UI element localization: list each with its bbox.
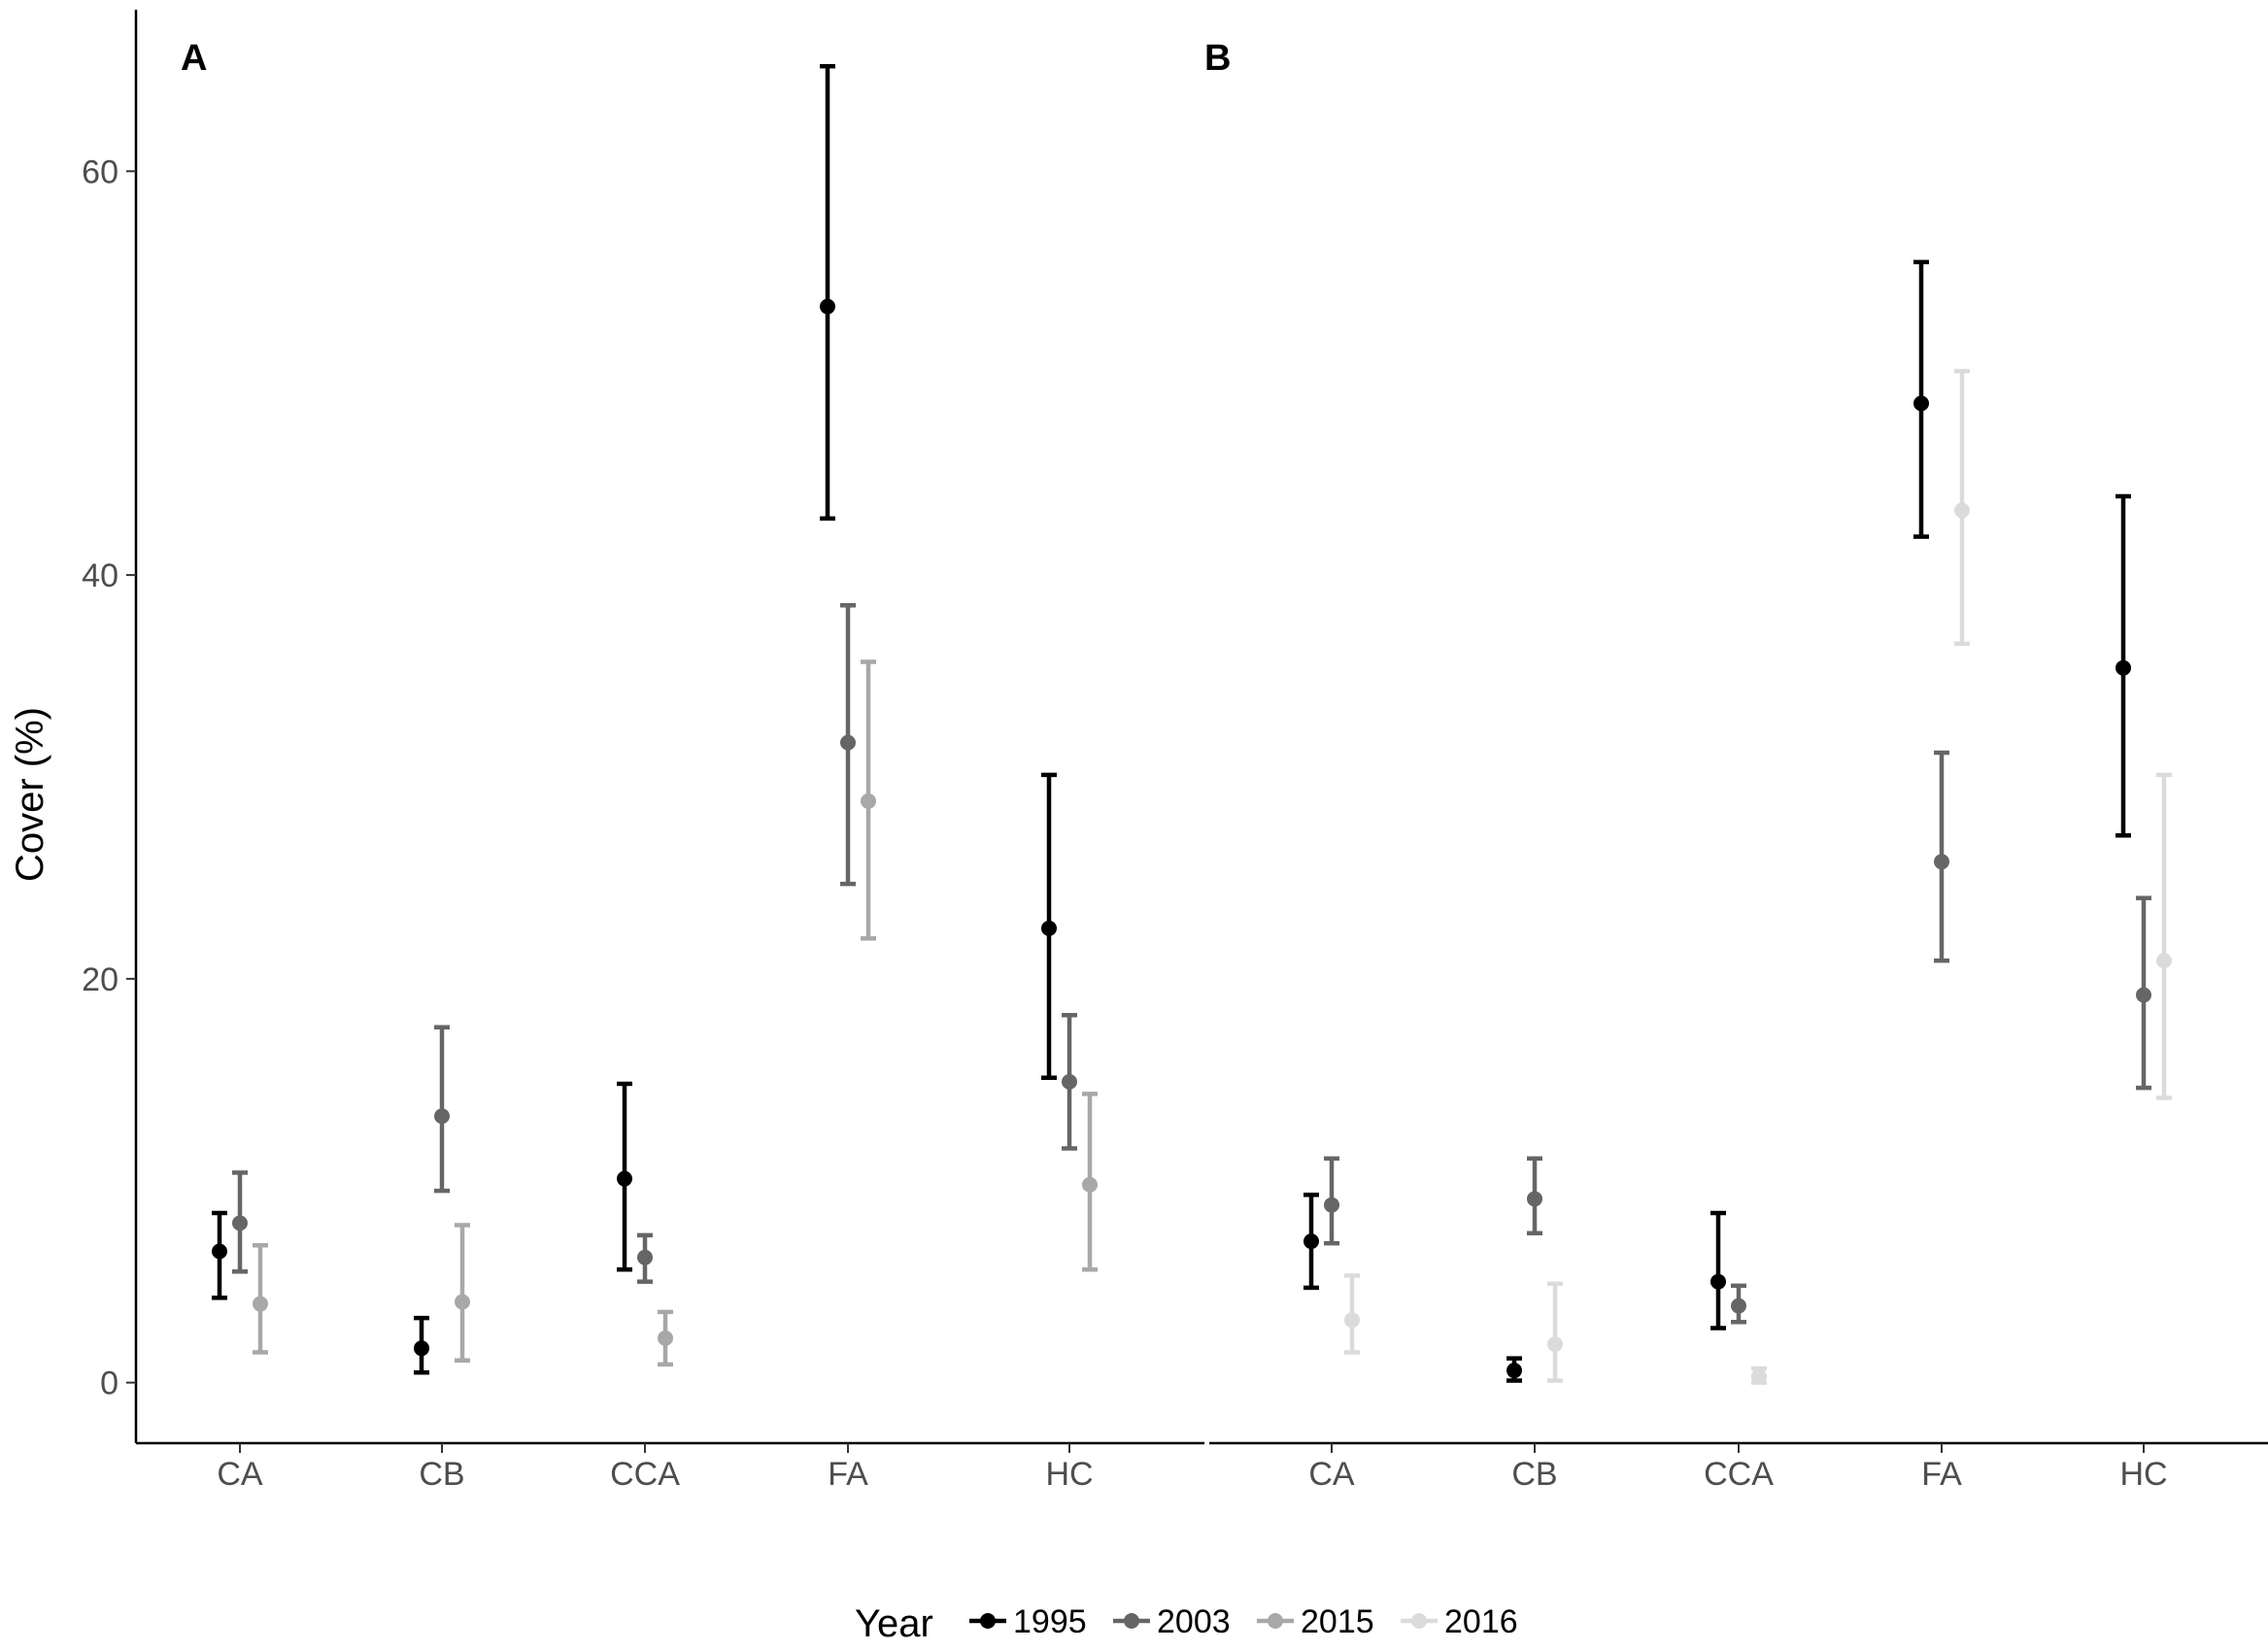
data-point xyxy=(253,1296,268,1312)
data-point xyxy=(1062,1073,1077,1090)
data-point xyxy=(820,298,835,315)
x-tick-label: HC xyxy=(1045,1456,1093,1493)
panels: 0 20 40 60 CA CB CCA FA HC A CA CB CCA FA HC B xyxy=(82,10,2268,1493)
legend-item-2016: 2016 xyxy=(1401,1603,1518,1640)
data-point xyxy=(1344,1312,1360,1329)
data-point xyxy=(232,1215,248,1231)
data-point xyxy=(2136,987,2151,1003)
data-point xyxy=(1751,1368,1767,1385)
panel-label: A xyxy=(181,38,207,79)
x-tick-label: CCA xyxy=(1704,1456,1774,1493)
x-tick-label: CB xyxy=(1511,1456,1557,1493)
data-point xyxy=(1710,1273,1726,1290)
legend-key-point xyxy=(1411,1613,1427,1629)
data-point xyxy=(212,1243,227,1260)
data-point xyxy=(434,1108,450,1125)
series-2016 xyxy=(1344,368,2172,1385)
data-point xyxy=(1506,1363,1522,1379)
legend-title: Year xyxy=(855,1602,933,1645)
legend-label: 2015 xyxy=(1301,1603,1374,1640)
legend-key-point xyxy=(1124,1613,1139,1629)
y-tick-label: 20 xyxy=(82,961,118,998)
data-point xyxy=(1082,1176,1098,1193)
data-point xyxy=(2156,953,2172,969)
data-point xyxy=(1303,1233,1319,1250)
y-tick-label: 40 xyxy=(82,557,118,594)
legend-item-2015: 2015 xyxy=(1257,1603,1374,1640)
legend-label: 1995 xyxy=(1013,1603,1087,1640)
data-point xyxy=(414,1340,429,1357)
data-point xyxy=(1934,854,1949,870)
y-tick-label: 60 xyxy=(82,153,118,190)
x-tick-label: CA xyxy=(217,1456,263,1493)
x-tick-label: FA xyxy=(828,1456,868,1493)
series-1995 xyxy=(1303,259,2131,1383)
y-tick-label: 0 xyxy=(100,1365,118,1402)
data-point xyxy=(2116,659,2131,676)
data-point xyxy=(1527,1191,1542,1207)
x-tick-label: CA xyxy=(1308,1456,1355,1493)
data-point xyxy=(455,1294,470,1310)
data-point xyxy=(1041,920,1057,936)
panel-b: CA CB CCA FA HC B xyxy=(1204,38,2268,1493)
series-2015 xyxy=(253,659,1098,1367)
data-point xyxy=(1547,1336,1563,1353)
panel-label: B xyxy=(1204,38,1231,79)
series-2003 xyxy=(1324,750,2151,1325)
data-point xyxy=(1913,395,1929,412)
y-axis-title: Cover (%) xyxy=(9,707,51,882)
x-tick-label: FA xyxy=(1921,1456,1962,1493)
legend-label: 2016 xyxy=(1444,1603,1518,1640)
data-point xyxy=(840,734,856,751)
legend: Year 1995 2003 2015 2016 xyxy=(855,1602,1518,1645)
data-point xyxy=(861,792,876,809)
data-point xyxy=(1324,1196,1339,1213)
legend-label: 2003 xyxy=(1157,1603,1231,1640)
legend-key-point xyxy=(1268,1613,1283,1629)
series-1995 xyxy=(212,63,1057,1375)
x-tick-label: HC xyxy=(2119,1456,2167,1493)
legend-item-1995: 1995 xyxy=(969,1603,1087,1640)
data-point xyxy=(658,1330,673,1346)
series-2003 xyxy=(232,603,1077,1284)
data-point xyxy=(637,1249,653,1265)
data-point xyxy=(1731,1297,1746,1314)
x-tick-label: CB xyxy=(419,1456,464,1493)
data-point xyxy=(617,1170,632,1187)
x-tick-label: CCA xyxy=(610,1456,680,1493)
legend-key-point xyxy=(980,1613,996,1629)
panel-a: 0 20 40 60 CA CB CCA FA HC A xyxy=(82,10,1204,1493)
legend-item-2003: 2003 xyxy=(1113,1603,1231,1640)
data-point xyxy=(1954,502,1970,519)
